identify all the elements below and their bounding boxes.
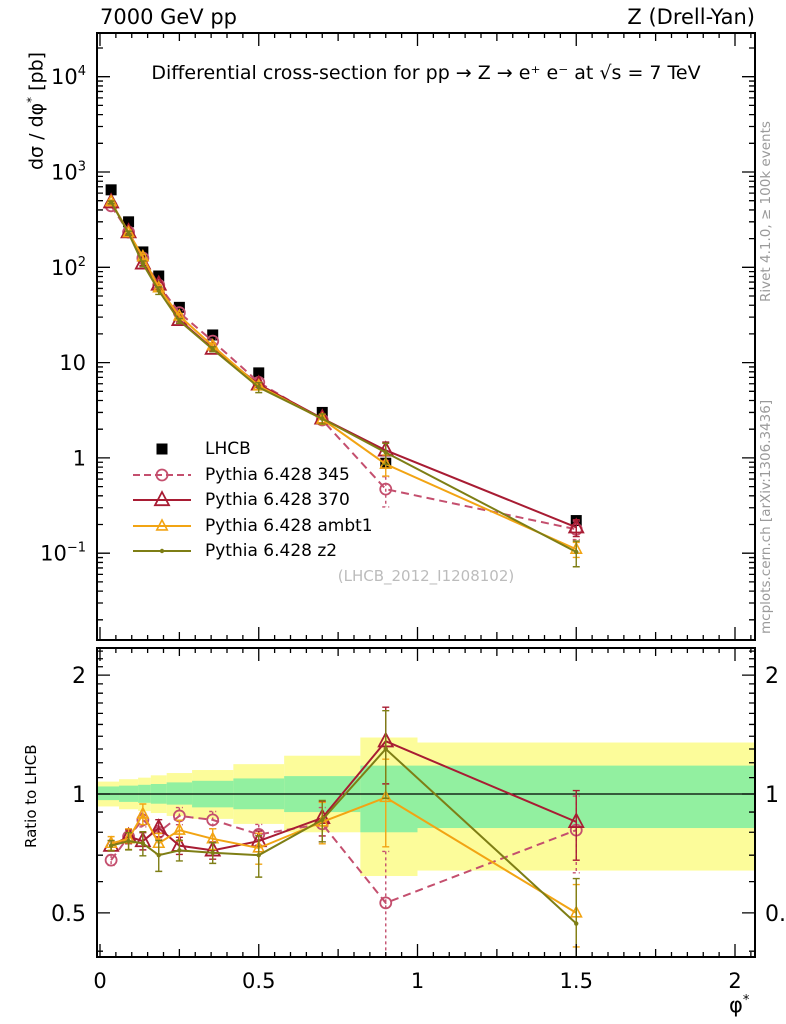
svg-text:10: 10 [59,351,86,375]
legend-item-pythia-6-428-ambt1: Pythia 6.428 ambt1 [131,516,373,536]
ratio-panel-frame [96,647,756,958]
uncertainty-bands [97,737,755,877]
svg-text:1: 1 [765,783,779,808]
svg-text:1: 1 [73,446,86,470]
svg-text:2: 2 [728,969,741,993]
legend-marker-pythia-6-428-345 [133,468,191,481]
svg-text:104: 104 [51,64,86,89]
svg-text:1: 1 [411,969,424,993]
svg-text:10−1: 10−1 [40,541,86,566]
legend-marker-pythia-6-428-z2 [133,548,191,554]
x-axis-label: φ* [729,993,750,1017]
svg-text:0.5: 0.5 [242,969,275,993]
main-panel-frame [96,32,756,641]
legend-item-lhcb: LHCB [131,439,373,459]
legend-label: Pythia 6.428 z2 [205,541,338,561]
legend-marker-lhcb [156,443,168,455]
header-left-label: 7000 GeV pp [100,5,238,29]
watermark-label: (LHCB_2012_I1208102) [337,567,515,585]
svg-text:2: 2 [72,664,86,689]
y-axis-label-main: dσ / dφ* [pb] [24,51,48,170]
plot-title: Differential cross-section for pp → Z → … [151,62,701,84]
legend-item-pythia-6-428-345: Pythia 6.428 345 [131,465,373,485]
svg-text:103: 103 [51,160,86,185]
legend-label: Pythia 6.428 345 [205,464,350,485]
legend-label: Pythia 6.428 370 [205,490,350,510]
legend-item-pythia-6-428-370: Pythia 6.428 370 [131,490,373,510]
svg-text:102: 102 [51,255,86,280]
svg-text:0: 0 [93,969,106,993]
legend: LHCB Pythia 6.428 345 Pythia 6.428 370 Pyth… [131,439,373,567]
svg-text:1.5: 1.5 [560,969,593,993]
svg-text:0.5: 0.5 [765,902,786,927]
series-pythia-6-428-z2 [107,710,580,957]
legend-item-pythia-6-428-z2: Pythia 6.428 z2 [131,541,373,561]
svg-text:0.5: 0.5 [51,902,86,927]
legend-marker-pythia-6-428-370 [133,490,191,507]
mcplots-reference-note: mcplots.cern.ch [arXiv:1306.3436] [758,399,774,634]
rivet-version-note: Rivet 4.1.0, ≥ 100k events [758,121,774,302]
svg-text:1: 1 [72,783,86,808]
legend-marker-pythia-6-428-ambt1 [133,517,191,531]
legend-label: LHCB [205,439,251,459]
series-pythia-6-428-z2 [107,200,580,568]
legend-label: Pythia 6.428 ambt1 [205,515,373,536]
y-axis-label-ratio: Ratio to LHCB [22,744,40,848]
svg-text:2: 2 [765,664,779,689]
header-right-label: Z (Drell-Yan) [627,5,755,29]
axis-ticks [97,33,755,957]
